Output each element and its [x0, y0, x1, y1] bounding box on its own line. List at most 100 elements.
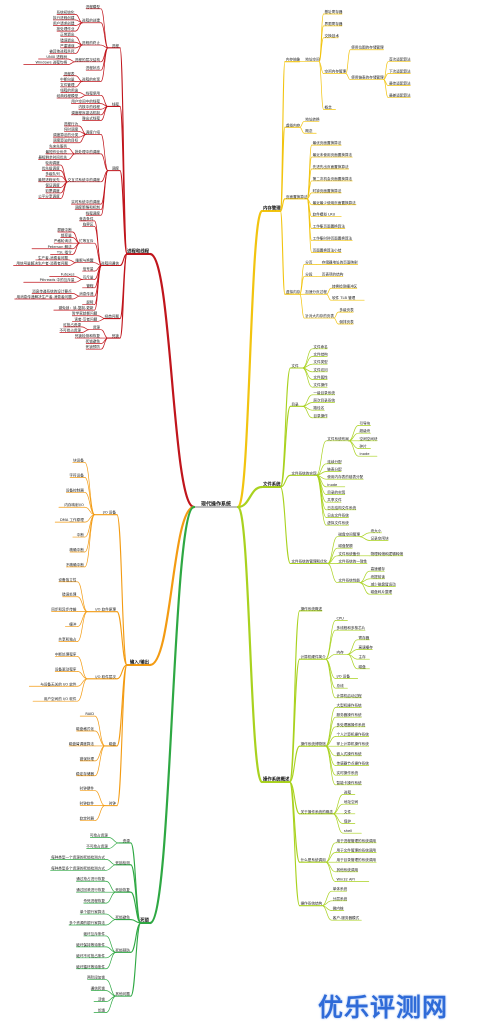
mind-map-node[interactable]: 文件系统性能 — [338, 578, 360, 583]
mind-map-node[interactable]: 个人计算机操作系统 — [337, 732, 370, 737]
mind-map-node[interactable]: 设备独立性 — [58, 577, 76, 582]
mind-map-node[interactable]: 磁盘 — [109, 741, 117, 746]
mind-map-node[interactable]: 批处理中的调度 — [75, 149, 101, 154]
mind-map-node[interactable]: 资源 — [93, 325, 101, 330]
mind-map-node[interactable]: 块设备 — [73, 457, 84, 462]
mind-map-node[interactable]: 公平分享调度 — [38, 194, 60, 199]
mind-map-node[interactable]: 多级队列 — [45, 171, 60, 176]
mind-map-node[interactable]: 嵌入式操作系统 — [337, 751, 363, 756]
branch-title[interactable]: 输入/输出 — [130, 659, 150, 666]
mind-map-node[interactable]: 概念 — [305, 128, 313, 133]
mind-map-node[interactable]: 虚拟内存 — [286, 122, 301, 127]
mind-map-node[interactable]: 虚拟文件系统 — [327, 520, 349, 525]
mind-map-node[interactable]: 文件结构 — [313, 352, 328, 357]
mind-map-node[interactable]: 用户请求创建 — [53, 21, 75, 26]
mind-map-node[interactable]: 死锁避免 — [115, 915, 130, 920]
mind-map-node[interactable]: 计算机启动过程 — [337, 693, 363, 698]
mind-map-node[interactable]: 转换检测缓冲区 — [332, 283, 358, 288]
mind-map-node[interactable]: 磁盘配额 — [338, 543, 353, 548]
branch-title[interactable]: 内存管理 — [263, 205, 281, 212]
mind-map-node[interactable]: 使用内存表的链表分配 — [327, 474, 363, 479]
mind-map-node[interactable]: 链表分配 — [327, 467, 342, 472]
mind-map-node[interactable]: 最短剩余时间优先 — [38, 154, 67, 159]
mind-map-node[interactable]: 最近最少使用页面置换算法 — [313, 200, 357, 205]
mind-map-node[interactable]: 针对大内存的页表 — [305, 313, 334, 318]
mind-map-node[interactable]: 正常退出 — [60, 32, 75, 37]
mind-map-node[interactable]: 错误退出 — [60, 37, 75, 42]
mind-map-node[interactable]: 优先级调度 — [42, 166, 60, 171]
mind-map-node[interactable]: 缓冲 — [69, 622, 77, 627]
branch-title[interactable]: 操作系统概述 — [263, 776, 290, 783]
mind-map-node[interactable]: 管程 — [86, 283, 94, 288]
mind-map-node[interactable]: 进程的终止 — [82, 40, 100, 45]
mind-map-node[interactable]: 系统初始化 — [57, 9, 75, 14]
mind-map-node[interactable]: 共享和独占 — [58, 637, 76, 642]
mind-map-node[interactable]: 稳定存储器 — [76, 771, 94, 776]
mind-map-node[interactable]: 资源 — [123, 838, 131, 843]
mind-map-node[interactable]: Futexes — [61, 273, 75, 277]
mind-map-node[interactable]: 操作系统概述 — [301, 606, 323, 611]
mind-map-node[interactable]: 调度介绍 — [86, 129, 101, 134]
mind-map-node[interactable]: 轮询调度 — [45, 160, 60, 165]
mind-map-node[interactable]: 时钟软件 — [80, 801, 95, 806]
mind-map-node[interactable]: 互斥量 — [83, 274, 94, 279]
mind-map-node[interactable]: 多个资源的银行家算法 — [69, 920, 105, 925]
mind-map-node[interactable]: DMA 工作原理 — [60, 517, 84, 522]
mind-map-node[interactable]: 进程间通信 — [101, 261, 119, 266]
mind-map-node[interactable]: 用于进程管理的系统调用 — [337, 838, 377, 843]
mind-map-node[interactable]: inode — [327, 483, 338, 487]
mind-map-node[interactable]: 生产者-消费者问题 — [38, 255, 68, 260]
mind-map-node[interactable]: 主存 — [359, 654, 367, 659]
mind-map-node[interactable]: 弹出式线程 — [82, 115, 100, 120]
mind-map-node[interactable]: 客户-服务器模式 — [333, 915, 360, 920]
mind-map-node[interactable]: 界限寄存器 — [325, 21, 343, 26]
mind-map-node[interactable]: 信号量 — [83, 266, 94, 271]
mind-map-node[interactable]: 时钟 — [109, 801, 117, 806]
mind-map-node[interactable]: 进程模型 — [86, 4, 101, 9]
mind-map-node[interactable]: 块提前读 — [371, 574, 386, 579]
mind-map-node[interactable]: 磁盘碎片整理 — [371, 589, 393, 594]
mind-map-node[interactable]: 路径名 — [313, 405, 324, 410]
mind-map-node[interactable]: 操作系统结构 — [301, 901, 323, 906]
mind-map-node[interactable]: 高速缓存 — [371, 566, 386, 571]
mind-map-node[interactable]: 设备驱动程序 — [55, 666, 77, 671]
mind-map-node[interactable]: 内存映射I/O — [64, 502, 84, 507]
mind-map-node[interactable]: 块大小 — [371, 528, 382, 533]
mind-map-node[interactable]: 文件管理 — [60, 82, 75, 87]
mind-map-node[interactable]: 死锁预防 — [115, 947, 130, 952]
branch-title[interactable]: 进程和线程 — [127, 248, 150, 255]
mind-map-node[interactable]: 掌上计算机操作系统 — [337, 741, 370, 746]
mind-map-node[interactable]: 消息传递系统的设计要点 — [32, 288, 72, 293]
mind-map-node[interactable]: 使用位图的存储管理 — [351, 45, 384, 50]
mind-map-node[interactable]: 保证调度 — [45, 182, 60, 187]
mind-map-node[interactable]: 总线 — [337, 683, 345, 688]
mind-map-node[interactable]: 读者-写者问题 — [74, 316, 97, 321]
mind-map-node[interactable]: 调度算法的分类 — [53, 132, 79, 137]
mind-map-node[interactable]: 进程的层次结构 — [75, 57, 101, 62]
mind-map-node[interactable]: 地址空间 — [344, 799, 359, 804]
mind-map-node[interactable]: 磁盘格式化 — [76, 726, 94, 731]
mind-map-node[interactable]: 用于文件管理的系统调用 — [337, 848, 377, 853]
mind-map-node[interactable]: 多处理器操作系统 — [337, 722, 366, 727]
mind-map-node[interactable]: 屏蔽中断 — [57, 227, 72, 232]
mind-map-node[interactable]: 用户空间的 I/O 软件 — [44, 696, 77, 701]
mind-map-node[interactable]: 文件属性 — [313, 375, 328, 380]
mind-map-node[interactable]: 调度 — [112, 166, 120, 171]
mind-map-node[interactable]: 线程使用 — [86, 90, 101, 95]
mind-map-node[interactable]: 不精确中断 — [66, 562, 84, 567]
mind-map-node[interactable]: 消息传递 — [79, 291, 94, 296]
mind-map-node[interactable]: shell — [344, 829, 352, 833]
mind-map-node[interactable]: Win32 API — [337, 878, 355, 882]
mind-map-node[interactable]: 其他系统调用 — [337, 867, 359, 872]
mind-map-node[interactable]: 线程调度 — [86, 210, 101, 215]
mind-map-node[interactable]: 批处理作业 — [57, 26, 75, 31]
mind-map-node[interactable]: 调度策略和机制 — [75, 205, 101, 210]
mind-map-node[interactable]: 加速分页过程 — [305, 289, 327, 294]
mind-map-node[interactable]: 用消息传递解决生产者-消费者问题 — [16, 294, 72, 299]
mind-map-node[interactable]: 进程 — [344, 790, 352, 795]
mind-map-node[interactable]: 错误处理 — [80, 756, 95, 761]
mind-map-node[interactable]: 通过回滚进行恢复 — [76, 887, 105, 892]
mind-map-node[interactable]: 微内核 — [333, 906, 344, 911]
mind-map-node[interactable]: 磁盘臂调度算法 — [69, 741, 95, 746]
mind-map-node[interactable]: 最短进程优先 — [38, 177, 60, 182]
